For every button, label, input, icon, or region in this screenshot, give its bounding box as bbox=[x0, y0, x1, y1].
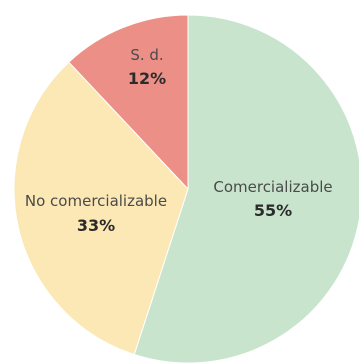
pie-slice-no-comercializable bbox=[13, 61, 189, 356]
pie-labels: Comercializable 55% No comercializable 3… bbox=[25, 46, 333, 235]
slice-value-sd: 12% bbox=[128, 69, 166, 88]
slice-value-comercializable: 55% bbox=[254, 201, 292, 220]
pie-slice-s-d bbox=[68, 14, 189, 191]
slice-label-comercializable: Comercializable bbox=[213, 178, 332, 196]
slice-label-no-comercializable: No comercializable bbox=[25, 192, 167, 210]
pie-slice-comercializable bbox=[133, 14, 359, 363]
pie-slices bbox=[13, 14, 359, 363]
slice-label-sd: S. d. bbox=[130, 46, 163, 64]
slice-value-no-comercializable: 33% bbox=[77, 216, 115, 235]
